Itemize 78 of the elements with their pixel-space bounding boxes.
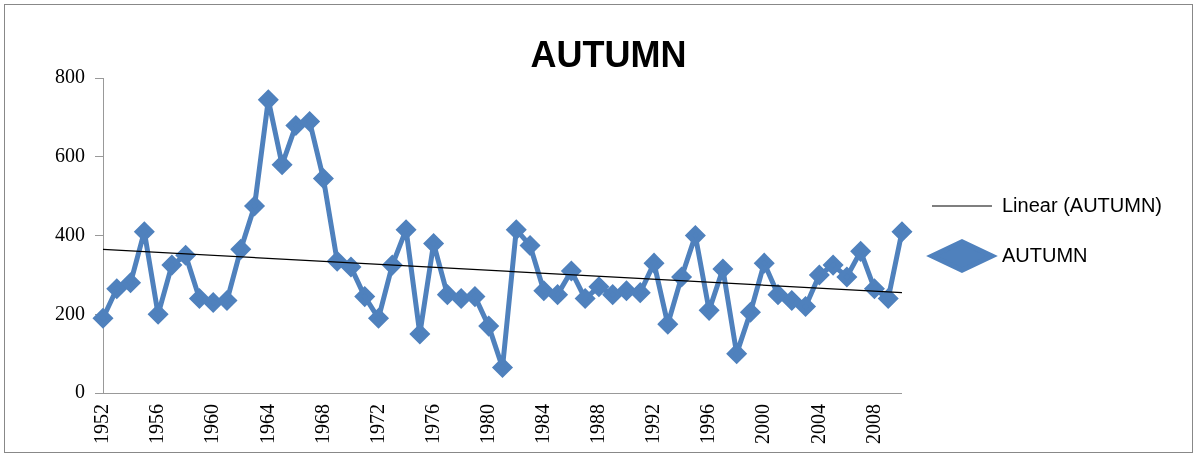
- point: [313, 169, 333, 189]
- x-tick-label: 1960: [200, 404, 223, 444]
- point: [437, 285, 457, 305]
- point: [837, 267, 857, 287]
- point: [245, 196, 265, 216]
- point: [713, 259, 733, 279]
- point: [796, 296, 816, 316]
- point: [589, 277, 609, 297]
- point: [451, 289, 471, 309]
- point: [878, 289, 898, 309]
- point: [644, 253, 664, 273]
- point: [162, 255, 182, 275]
- x-tick-label: 1980: [475, 404, 498, 444]
- point: [630, 283, 650, 303]
- point: [134, 222, 154, 242]
- chart-title: AUTUMN: [530, 33, 687, 75]
- point: [369, 308, 389, 328]
- point: [93, 308, 113, 328]
- point: [851, 241, 871, 261]
- point: [217, 291, 237, 311]
- x-tick-label: 1988: [586, 404, 609, 444]
- point: [603, 285, 623, 305]
- point: [355, 287, 375, 307]
- point: [658, 314, 678, 334]
- point: [506, 220, 526, 240]
- x-tick-label: 1984: [531, 404, 554, 444]
- point: [231, 239, 251, 259]
- y-tick-label: 600: [55, 144, 85, 167]
- x-tick-label: 1964: [255, 404, 278, 444]
- y-tick-label: 0: [75, 380, 85, 403]
- legend-label: AUTUMN: [1001, 243, 1088, 266]
- point: [809, 265, 829, 285]
- point: [534, 281, 554, 301]
- x-tick-label: 1972: [365, 404, 388, 444]
- point: [148, 304, 168, 324]
- y-tick-label: 200: [55, 301, 85, 324]
- point: [685, 226, 705, 246]
- point: [189, 289, 209, 309]
- x-tick-label: 1956: [145, 404, 168, 444]
- x-tick-label: 1992: [641, 404, 664, 444]
- y-tick-label: 400: [55, 222, 85, 245]
- x-tick-label: 2004: [806, 404, 829, 444]
- point: [272, 155, 292, 175]
- point: [520, 235, 540, 255]
- point: [699, 300, 719, 320]
- x-tick-label: 1968: [310, 404, 333, 444]
- point: [616, 281, 636, 301]
- point: [410, 324, 430, 344]
- x-tick-label: 2000: [751, 404, 774, 444]
- point: [203, 293, 223, 312]
- point: [258, 90, 278, 110]
- point: [561, 261, 581, 281]
- point: [121, 273, 141, 293]
- point: [300, 111, 320, 131]
- y-tick-label: 800: [55, 65, 85, 88]
- point: [892, 222, 912, 242]
- point: [740, 302, 760, 322]
- point: [479, 316, 499, 336]
- x-tick-label: 2008: [861, 404, 884, 444]
- legend-label: Linear (AUTUMN): [1001, 193, 1163, 216]
- point: [107, 279, 127, 299]
- point: [548, 285, 568, 305]
- point: [286, 115, 306, 135]
- point: [768, 285, 788, 305]
- x-tick-label: 1952: [90, 404, 113, 444]
- point: [754, 253, 774, 273]
- point: [465, 287, 485, 307]
- x-tick-label: 1996: [696, 404, 719, 444]
- point: [341, 257, 361, 277]
- point: [424, 233, 444, 253]
- point: [727, 344, 747, 364]
- point: [823, 255, 843, 275]
- point: [575, 289, 595, 309]
- x-tick-label: 1976: [420, 404, 443, 444]
- point: [782, 291, 802, 311]
- point: [396, 220, 416, 240]
- point: [492, 357, 512, 377]
- point: [672, 267, 692, 287]
